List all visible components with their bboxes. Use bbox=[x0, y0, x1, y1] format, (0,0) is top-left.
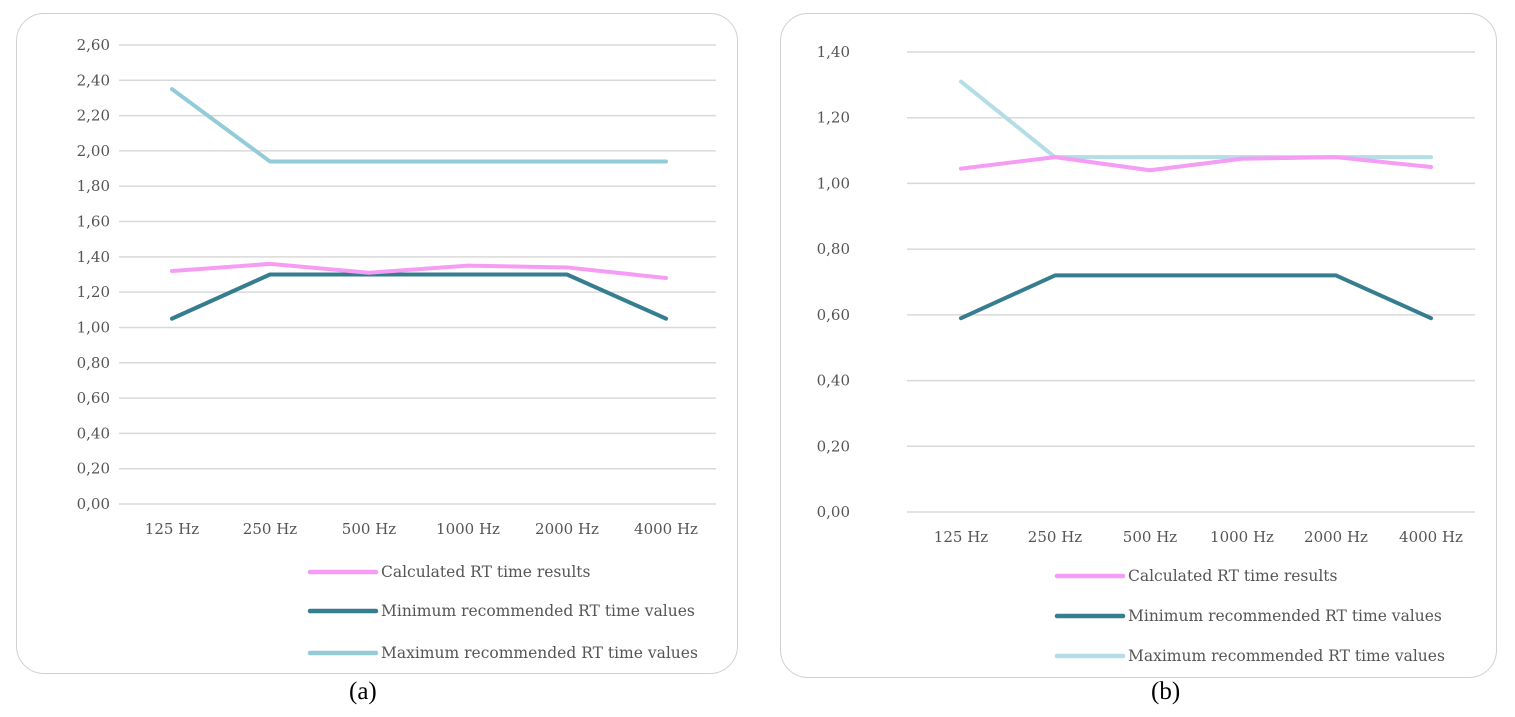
y-tick-label: 0,80 bbox=[77, 354, 110, 372]
x-tick-label: 500 Hz bbox=[1123, 528, 1177, 546]
chart-panel-a: 0,00 0,20 0,40 0,60 0,80 1,00 1,20 1,40 1,60 1,80… bbox=[16, 13, 738, 674]
y-tick-label: 2,60 bbox=[77, 36, 110, 54]
x-tick-label: 4000 Hz bbox=[634, 520, 698, 538]
y-tick-label: 0,40 bbox=[817, 372, 850, 390]
y-tick-label: 0,80 bbox=[817, 240, 850, 258]
y-tick-label: 0,20 bbox=[817, 437, 850, 455]
y-tick-label: 2,00 bbox=[77, 142, 110, 160]
y-tick-label: 1,20 bbox=[77, 283, 110, 301]
y-tick-label: 0,60 bbox=[77, 389, 110, 407]
series-line bbox=[170, 272, 668, 321]
y-tick-label: 0,00 bbox=[77, 495, 110, 513]
caption-a: (a) bbox=[349, 678, 377, 705]
y-tick-label: 0,60 bbox=[817, 306, 850, 324]
y-tick-label: 1,20 bbox=[817, 109, 850, 127]
y-tick-label: 1,40 bbox=[817, 43, 850, 61]
legend-label: Minimum recommended RT time values bbox=[1128, 607, 1442, 625]
legend-label: Maximum recommended RT time values bbox=[1128, 647, 1445, 665]
x-tick-label: 2000 Hz bbox=[1304, 528, 1368, 546]
y-tick-label: 0,40 bbox=[77, 424, 110, 442]
x-tick-label: 1000 Hz bbox=[436, 520, 500, 538]
x-tick-label: 125 Hz bbox=[934, 528, 988, 546]
x-tick-label: 2000 Hz bbox=[535, 520, 599, 538]
series-line bbox=[170, 87, 668, 164]
y-tick-label: 1,00 bbox=[817, 174, 850, 192]
legend-label: Maximum recommended RT time values bbox=[381, 644, 698, 662]
y-tick-label: 0,20 bbox=[77, 460, 110, 478]
chart-b-svg: 0,00 0,20 0,40 0,60 0,80 1,00 1,20 1,40 125 Hz 25… bbox=[817, 43, 1475, 665]
y-tick-label: 1,40 bbox=[77, 248, 110, 266]
series-line bbox=[959, 155, 1433, 173]
y-tick-label: 1,60 bbox=[77, 213, 110, 231]
y-tick-label: 0,00 bbox=[817, 503, 850, 521]
x-tick-label: 125 Hz bbox=[145, 520, 199, 538]
series-line bbox=[170, 261, 668, 281]
x-tick-label: 250 Hz bbox=[243, 520, 297, 538]
x-tick-label: 500 Hz bbox=[342, 520, 396, 538]
caption-b: (b) bbox=[1151, 678, 1181, 705]
y-tick-label: 1,00 bbox=[77, 318, 110, 336]
x-tick-label: 1000 Hz bbox=[1210, 528, 1274, 546]
series-line bbox=[959, 79, 1433, 160]
legend-label: Calculated RT time results bbox=[1128, 567, 1338, 585]
chart-panel-b: 0,00 0,20 0,40 0,60 0,80 1,00 1,20 1,40 125 Hz 25… bbox=[780, 13, 1497, 678]
y-tick-label: 2,20 bbox=[77, 107, 110, 125]
y-tick-label: 1,80 bbox=[77, 177, 110, 195]
y-tick-label: 2,40 bbox=[77, 71, 110, 89]
x-tick-label: 4000 Hz bbox=[1399, 528, 1463, 546]
series-line bbox=[959, 273, 1433, 321]
chart-a-svg: 0,00 0,20 0,40 0,60 0,80 1,00 1,20 1,40 1,60 1,80… bbox=[77, 36, 716, 662]
legend-label: Minimum recommended RT time values bbox=[381, 602, 695, 620]
legend-label: Calculated RT time results bbox=[381, 563, 591, 581]
x-tick-label: 250 Hz bbox=[1028, 528, 1082, 546]
